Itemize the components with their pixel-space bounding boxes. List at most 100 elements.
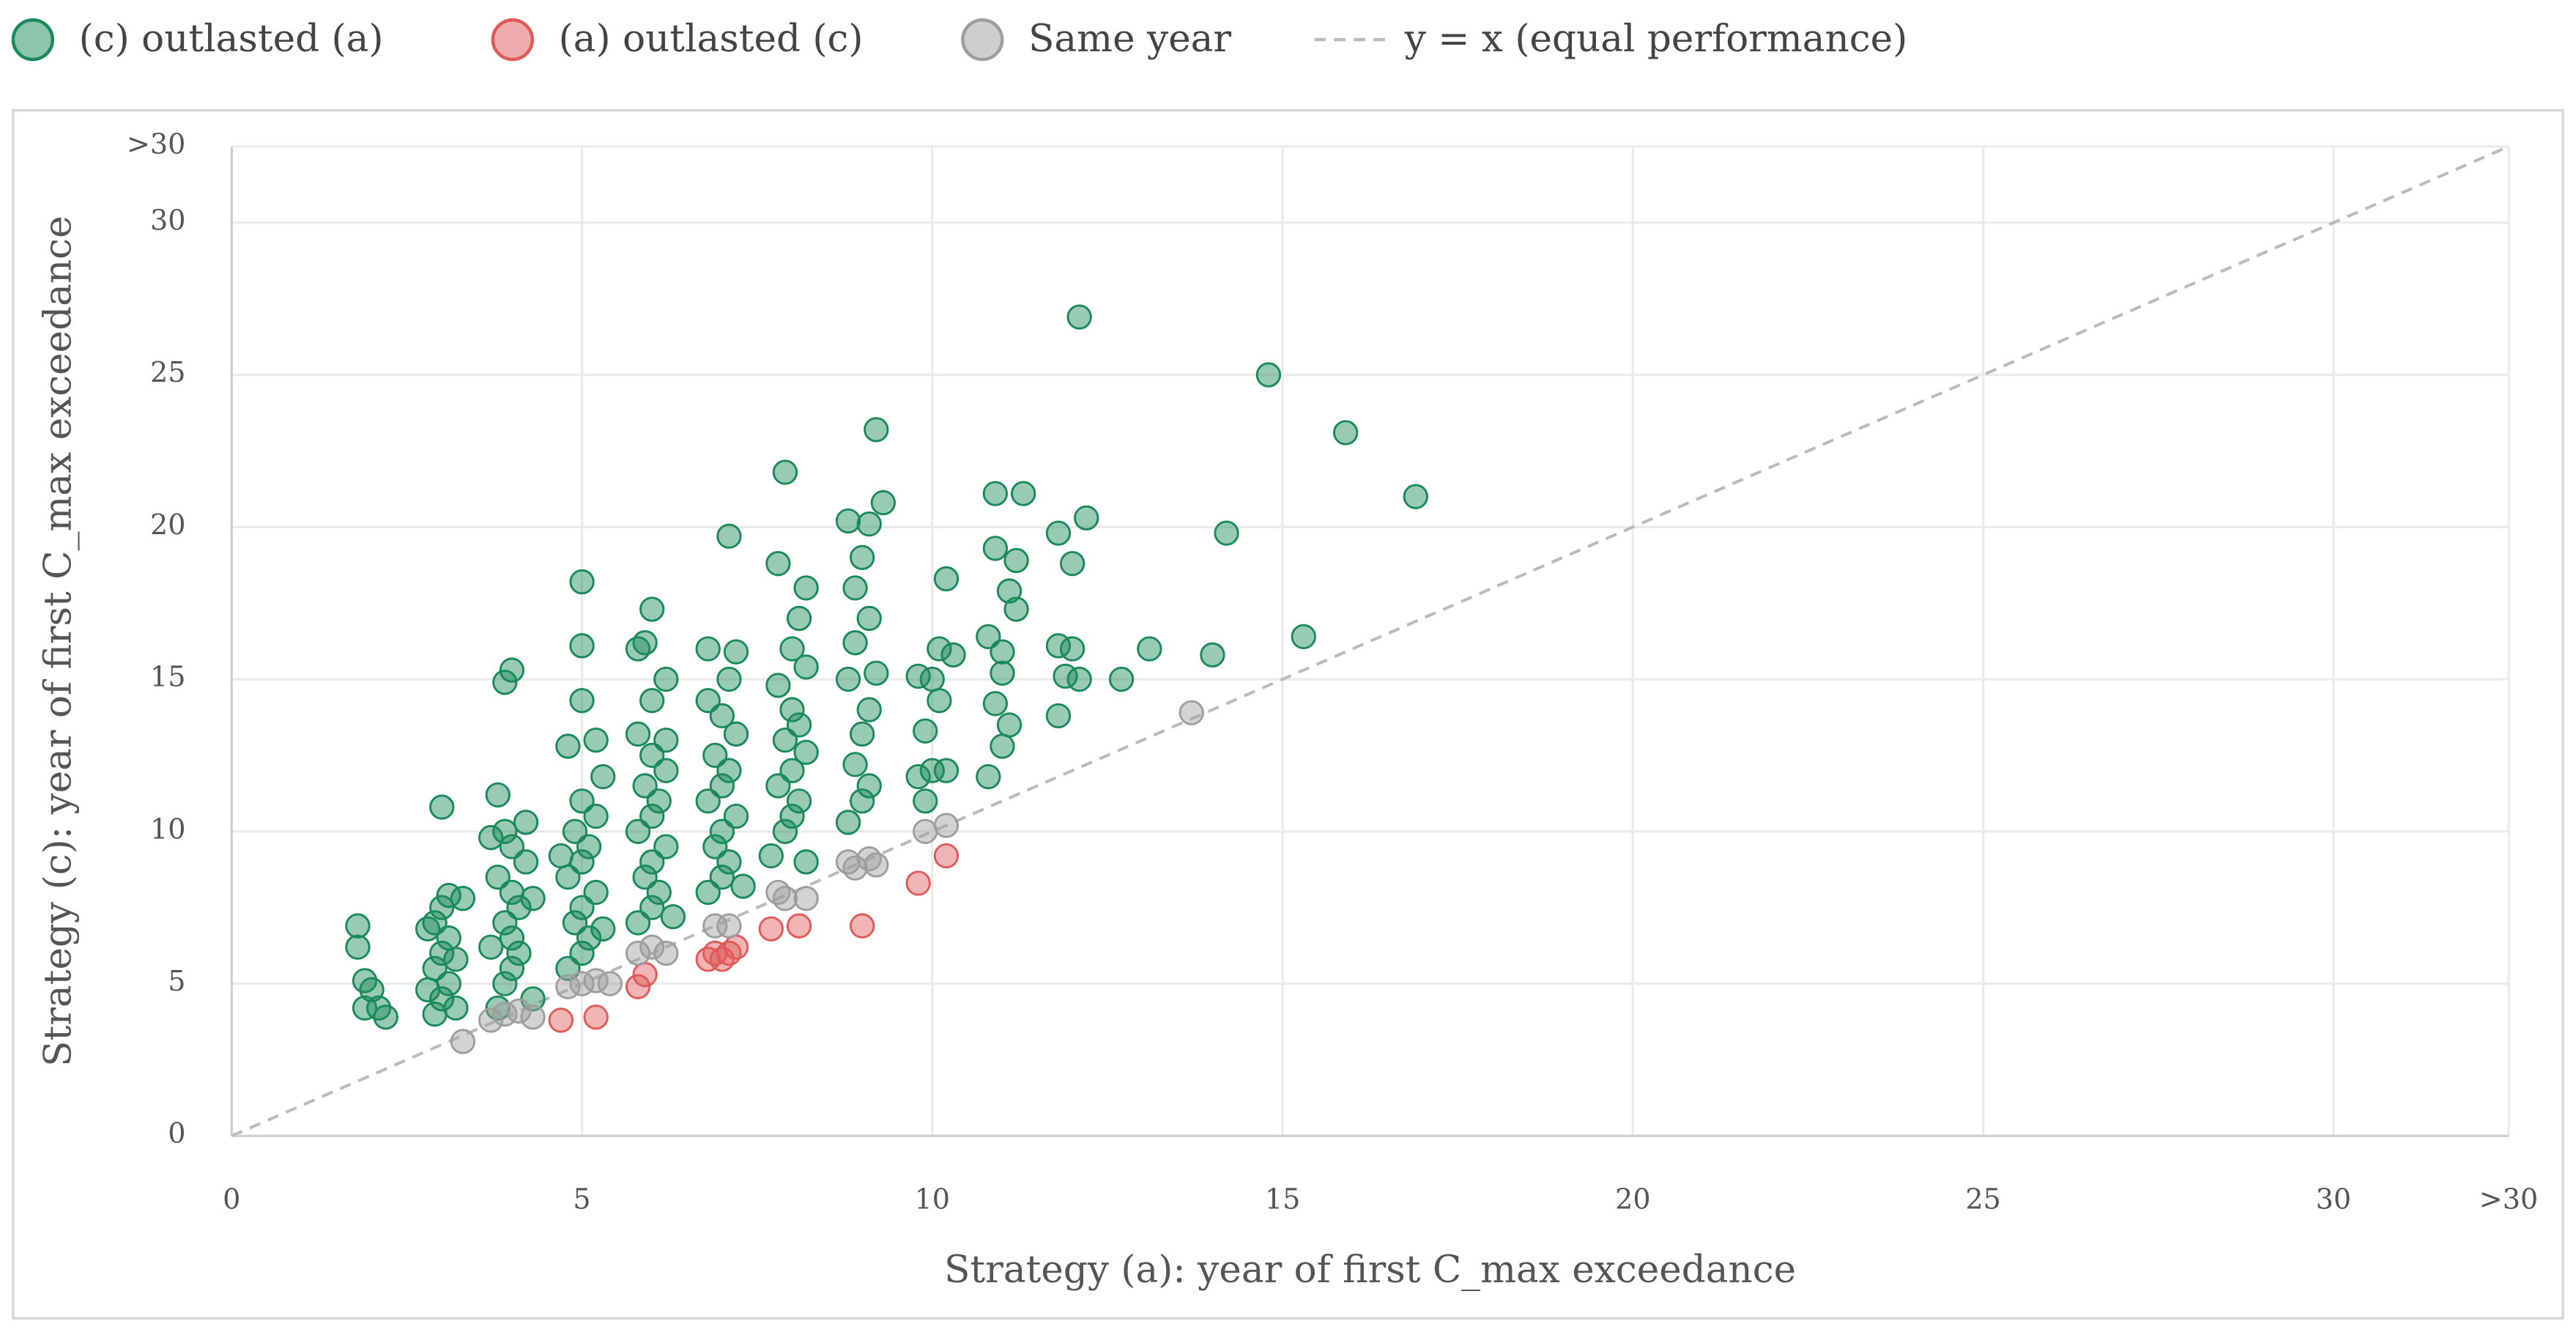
point	[499, 657, 525, 683]
point	[639, 934, 665, 960]
point	[478, 934, 504, 960]
legend: (c) outlasted (a) (a) outlasted (c) Same y…	[11, 17, 1908, 62]
point	[639, 895, 665, 920]
legend-marker	[11, 18, 55, 62]
point	[1403, 484, 1428, 509]
point	[359, 977, 385, 1002]
legend-marker	[491, 18, 534, 62]
point	[772, 459, 798, 485]
point	[702, 913, 728, 939]
point	[927, 687, 952, 714]
x-tick-label: 15	[1265, 1183, 1301, 1215]
point	[1137, 636, 1162, 662]
point	[1108, 666, 1135, 692]
point	[625, 940, 651, 966]
point	[856, 697, 882, 722]
point	[786, 913, 812, 939]
point	[1074, 505, 1099, 531]
point	[702, 742, 728, 769]
point	[548, 1007, 574, 1033]
point	[373, 1005, 398, 1030]
point	[506, 895, 532, 920]
point	[443, 947, 469, 972]
point	[793, 575, 819, 601]
point	[1059, 636, 1085, 662]
point	[996, 712, 1022, 738]
x-tick-label: 5	[573, 1183, 590, 1215]
point	[793, 886, 819, 911]
point	[653, 834, 679, 859]
point	[345, 913, 371, 939]
x-tick-label: 0	[223, 1183, 240, 1215]
y-tick-label: >30	[127, 127, 185, 160]
point	[492, 818, 518, 844]
point	[443, 995, 469, 1021]
point	[1214, 520, 1239, 546]
point	[583, 727, 609, 753]
point	[793, 654, 819, 680]
point	[632, 773, 658, 799]
point	[632, 961, 658, 988]
point	[723, 803, 749, 829]
point	[779, 697, 805, 722]
point	[1178, 700, 1204, 725]
point	[856, 511, 882, 537]
y-tick-label: 25	[150, 356, 186, 388]
point	[779, 803, 805, 829]
point	[709, 773, 735, 799]
point	[352, 995, 378, 1021]
point	[1059, 551, 1085, 577]
point	[415, 916, 441, 942]
point	[913, 788, 938, 814]
legend-label: y = x (equal performance)	[1404, 17, 1908, 61]
point	[849, 913, 875, 939]
point	[919, 758, 945, 783]
point	[499, 834, 525, 859]
point	[864, 417, 889, 443]
point	[653, 666, 679, 692]
point	[716, 523, 742, 549]
point	[933, 566, 959, 592]
point	[905, 870, 931, 896]
point	[905, 763, 931, 790]
point	[982, 536, 1009, 561]
point	[639, 687, 665, 714]
panel-border	[12, 108, 2564, 1320]
point	[709, 864, 735, 890]
x-tick-label: 20	[1615, 1183, 1651, 1215]
point	[1333, 420, 1359, 445]
point	[849, 544, 875, 571]
point	[632, 630, 658, 656]
point	[639, 596, 665, 622]
point	[506, 940, 532, 966]
point	[933, 758, 959, 783]
x-tick-label: 30	[2316, 1183, 2352, 1215]
x-tick-label: 10	[915, 1183, 951, 1215]
y-tick-label: 30	[150, 204, 186, 236]
point	[913, 718, 938, 744]
legend-marker	[961, 18, 1004, 62]
point	[779, 636, 805, 662]
point	[569, 569, 595, 595]
point	[905, 663, 931, 689]
point	[548, 843, 574, 869]
point	[842, 630, 868, 656]
point	[485, 782, 511, 808]
point	[870, 489, 897, 516]
point	[555, 733, 581, 759]
point	[842, 752, 868, 777]
point	[1255, 362, 1282, 388]
point	[913, 818, 938, 844]
point	[583, 879, 609, 906]
point	[1200, 642, 1225, 668]
point	[990, 639, 1015, 665]
point	[716, 666, 742, 692]
point	[569, 788, 595, 814]
point	[982, 691, 1009, 717]
point	[996, 578, 1022, 604]
points	[345, 304, 1428, 1054]
point	[1010, 481, 1036, 506]
point	[856, 605, 882, 632]
point	[660, 903, 686, 930]
point	[786, 712, 812, 738]
